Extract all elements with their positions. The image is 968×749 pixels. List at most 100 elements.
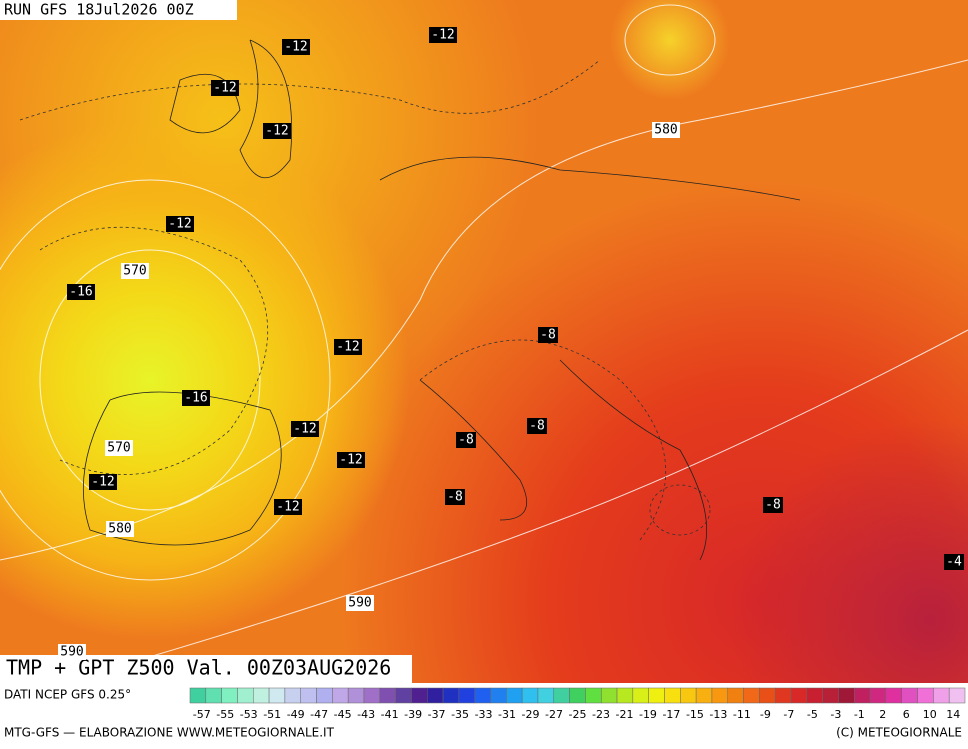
contour-label: -12	[213, 81, 236, 96]
legend-label: -41	[381, 708, 399, 721]
temperature-field	[0, 0, 968, 683]
legend-swatch	[316, 687, 333, 704]
contour-label-box	[456, 432, 476, 448]
legend-swatch	[648, 687, 665, 704]
legend-swatch	[695, 687, 713, 704]
legend-swatch	[838, 687, 855, 704]
legend-swatch	[537, 687, 555, 704]
run-label: RUN GFS 18Jul2026 00Z	[4, 1, 194, 19]
contour-label-box	[182, 390, 210, 406]
contour-label: -12	[431, 28, 454, 43]
legend-label: -21	[615, 708, 633, 721]
legend-label: -5	[807, 708, 818, 721]
legend-label: -49	[287, 708, 305, 721]
legend-swatch	[411, 687, 428, 704]
legend-label: 6	[903, 708, 910, 721]
contour-label: -12	[339, 453, 362, 468]
legend-label: -35	[451, 708, 469, 721]
legend-swatch	[822, 687, 839, 704]
contour-label: -16	[69, 285, 92, 300]
contour-label-box	[527, 418, 547, 434]
legend-swatch	[363, 687, 381, 704]
contour-label-box	[263, 123, 291, 139]
geopotential-contours	[0, 4, 968, 684]
footer-right: (C) METEOGIORNALE	[836, 726, 962, 740]
legend-label: 14	[946, 708, 960, 721]
legend-label: 10	[923, 708, 937, 721]
legend-swatch	[806, 687, 823, 704]
contour-label: 590	[348, 596, 371, 611]
legend-label: -55	[216, 708, 234, 721]
legend-label: -1	[854, 708, 865, 721]
legend-swatch	[205, 687, 222, 704]
run-box	[0, 0, 237, 20]
legend-swatch	[474, 687, 491, 704]
legend-swatch	[948, 687, 966, 704]
legend-label: -51	[263, 708, 281, 721]
legend-swatch	[347, 687, 365, 704]
coastlines	[82, 39, 801, 561]
contour-label-box	[652, 122, 680, 138]
legend-swatch	[569, 687, 586, 704]
contour-label-box	[944, 554, 964, 570]
contour-label-box	[291, 421, 319, 437]
contour-label: 590	[60, 645, 83, 660]
legend-label: -17	[662, 708, 680, 721]
contour-label: 570	[107, 441, 130, 456]
legend-swatch	[790, 687, 808, 704]
legend-swatch	[743, 687, 760, 704]
contour-label: -12	[91, 475, 114, 490]
legend-swatch	[917, 687, 934, 704]
legend-swatch	[458, 687, 475, 704]
contour-label: -12	[276, 500, 299, 515]
legend-swatch	[332, 687, 349, 704]
contour-label-box	[337, 452, 365, 468]
legend-swatch	[664, 687, 681, 704]
contour-label: -12	[168, 217, 191, 232]
legend-swatch	[237, 687, 254, 704]
contour-label: -8	[540, 328, 556, 343]
legend-swatch	[506, 687, 523, 704]
contour-label: -12	[336, 340, 359, 355]
data-source: DATI NCEP GFS 0.25°	[4, 688, 131, 702]
legend-label: -13	[709, 708, 727, 721]
legend-label: -23	[592, 708, 610, 721]
legend-label: -53	[240, 708, 258, 721]
legend-label: -11	[733, 708, 751, 721]
legend-label: -37	[428, 708, 446, 721]
contour-label-box	[89, 474, 117, 490]
legend-swatch	[632, 687, 649, 704]
contour-label: -12	[284, 40, 307, 55]
legend-swatch	[521, 687, 539, 704]
legend-swatch	[869, 687, 887, 704]
contour-label: -12	[265, 124, 288, 139]
footer-left: MTG-GFS — ELABORAZIONE WWW.METEOGIORNALE…	[4, 726, 335, 740]
legend-label: -27	[545, 708, 563, 721]
legend-label: -45	[334, 708, 352, 721]
legend-swatch	[854, 687, 871, 704]
legend-swatch	[600, 687, 618, 704]
legend-swatch	[189, 687, 207, 704]
contour-label-box	[445, 489, 465, 505]
legend-swatch	[711, 687, 729, 704]
contour-label-box	[58, 644, 86, 660]
legend-swatch	[616, 687, 634, 704]
contour-label-box	[538, 327, 558, 343]
legend-swatch	[379, 687, 396, 704]
legend-swatch	[442, 687, 460, 704]
contour-label-box	[346, 595, 374, 611]
legend-label: -47	[310, 708, 328, 721]
contour-label-box	[106, 521, 134, 537]
legend-swatch	[300, 687, 317, 704]
legend-label: -9	[760, 708, 771, 721]
legend-swatch	[759, 687, 776, 704]
contour-label-box	[121, 263, 149, 279]
contour-label-box	[334, 339, 362, 355]
legend-swatch	[395, 687, 412, 704]
contour-label: -12	[293, 422, 316, 437]
legend-label: 2	[879, 708, 886, 721]
contour-label: -16	[184, 391, 207, 406]
legend-swatch	[727, 687, 744, 704]
